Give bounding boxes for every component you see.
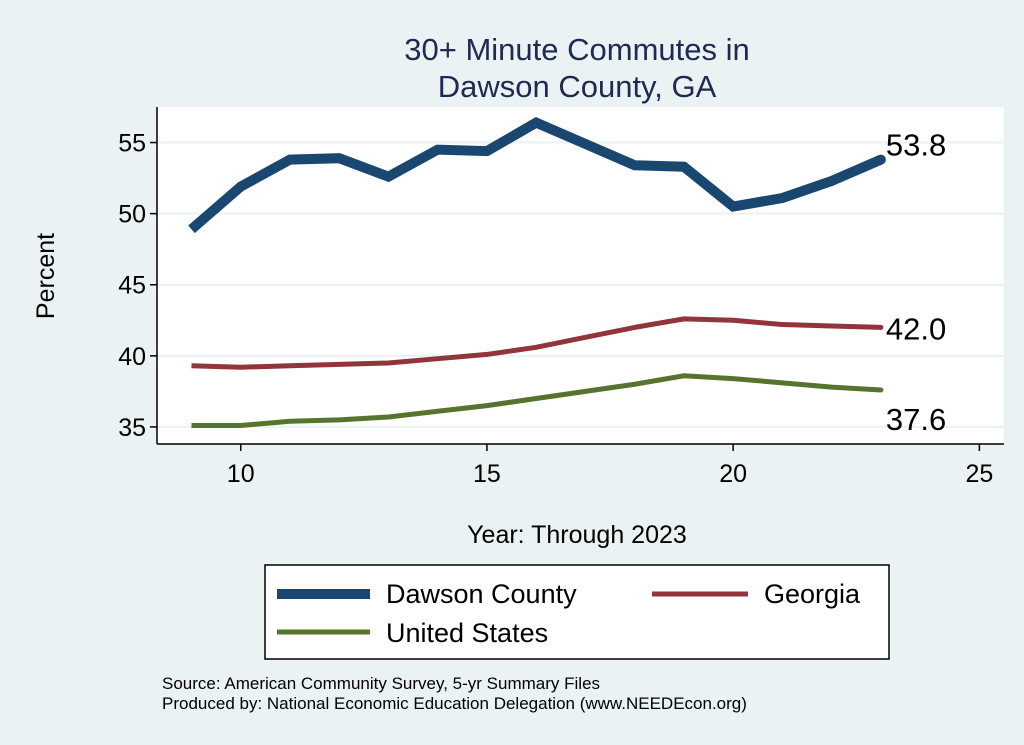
end-point-marker bbox=[875, 154, 886, 165]
series-line-dawson-county bbox=[188, 117, 883, 234]
end-point-marker bbox=[878, 387, 884, 393]
x-tick-label: 25 bbox=[965, 460, 993, 488]
series-line-united-states bbox=[191, 373, 882, 429]
y-axis-label: Percent bbox=[32, 233, 60, 319]
end-data-label: 53.8 bbox=[886, 128, 946, 163]
chart-title-line-1: 30+ Minute Commutes in bbox=[404, 32, 749, 67]
chart-title-line-2: Dawson County, GA bbox=[438, 69, 717, 104]
y-tick-label: 35 bbox=[118, 414, 146, 442]
x-tick-label: 20 bbox=[719, 460, 747, 488]
y-tick-label: 55 bbox=[118, 130, 146, 158]
end-data-label: 37.6 bbox=[886, 402, 946, 437]
x-tick-label: 15 bbox=[473, 460, 501, 488]
legend-label-dawson: Dawson County bbox=[386, 579, 577, 609]
legend-label-us: United States bbox=[386, 618, 548, 648]
legend: Dawson County Georgia United States bbox=[264, 564, 890, 660]
end-point-marker bbox=[878, 324, 884, 330]
x-tick-label: 10 bbox=[227, 460, 255, 488]
produced-by-note: Produced by: National Economic Education… bbox=[162, 694, 747, 713]
y-tick-label: 50 bbox=[118, 201, 146, 229]
legend-label-georgia: Georgia bbox=[764, 579, 861, 609]
x-axis-label: Year: Through 2023 bbox=[467, 521, 687, 549]
series-line-georgia bbox=[191, 316, 881, 370]
y-tick-label: 40 bbox=[118, 343, 146, 371]
y-tick-label: 45 bbox=[118, 272, 146, 300]
source-note: Source: American Community Survey, 5-yr … bbox=[162, 674, 600, 693]
end-data-label: 42.0 bbox=[886, 311, 946, 346]
